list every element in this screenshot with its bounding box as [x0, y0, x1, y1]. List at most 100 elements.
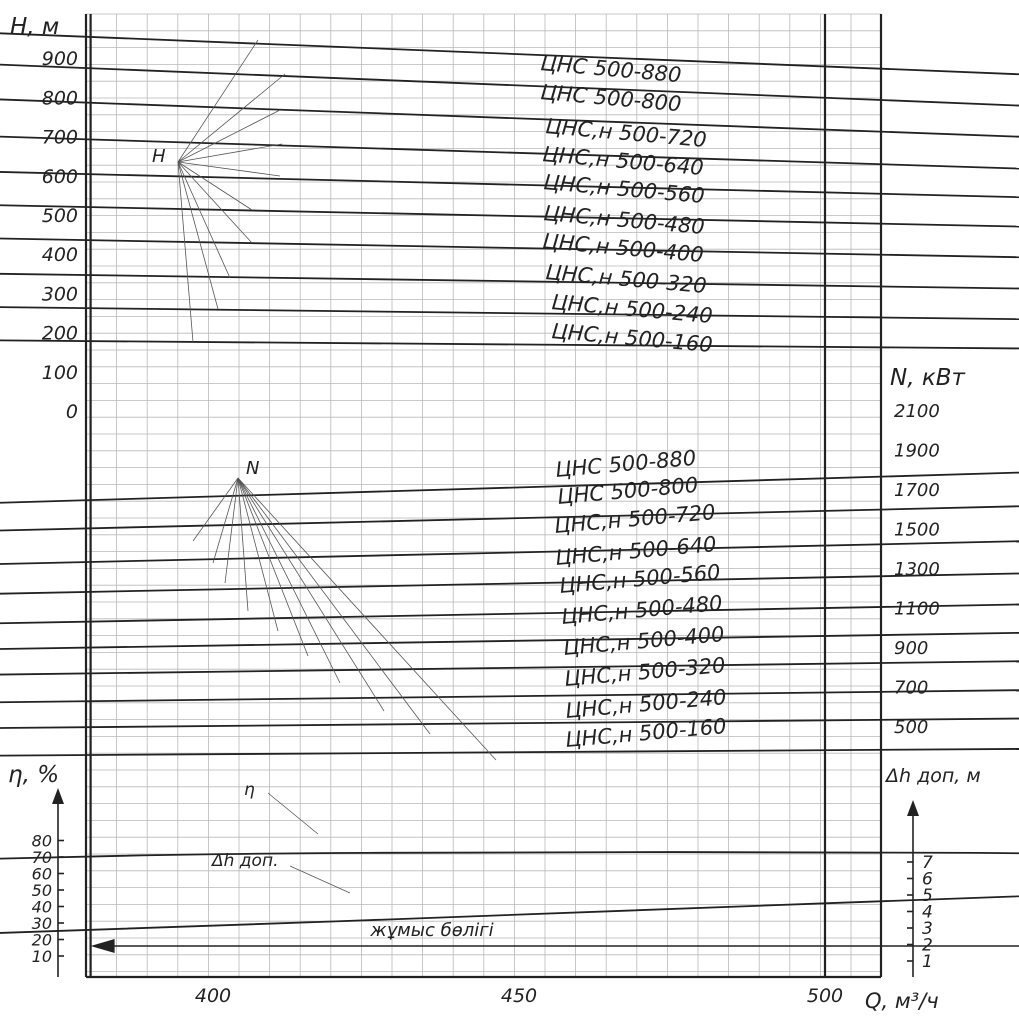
power-tick-label: 1900	[894, 441, 940, 462]
power-curve-tsns-n-500-160	[0, 748, 1019, 757]
head-leader-line	[177, 109, 281, 163]
efficiency-tick-label: 50	[32, 881, 52, 900]
head-curve-tsns-n-500-560	[0, 171, 1019, 199]
efficiency-tick-label: 80	[32, 832, 52, 851]
head-tick-label: 300	[42, 283, 78, 305]
efficiency-axis-arrow	[52, 788, 64, 804]
head-tick-label: 400	[42, 244, 78, 266]
power-series-label: ЦНС,н 500-320	[563, 653, 726, 691]
npsh-leader-line	[289, 865, 351, 894]
head-leader-line	[177, 143, 283, 163]
power-tick-label: 1500	[894, 520, 940, 541]
power-curve-tsns-n-500-400	[0, 660, 1019, 676]
x-axis-label: Q, м³/ч	[865, 989, 939, 1013]
npsh-axis-arrow	[907, 800, 919, 816]
axes: 400450500550600Q, м³/ч010020030040050060…	[8, 14, 981, 1013]
head-axis-label: H, м	[10, 14, 59, 40]
efficiency-tick-label: 70	[32, 848, 52, 867]
power-curve-tsns-500-800	[0, 505, 1019, 532]
head-leader-line	[177, 161, 253, 244]
power-tick-label: 900	[894, 638, 928, 659]
head-tick-label: 700	[42, 127, 78, 149]
power-leader-line	[237, 477, 249, 612]
power-curve-tsns-n-500-480	[0, 631, 1019, 650]
npsh-tick-label: 5	[922, 886, 933, 906]
power-axis-label: N, кВт	[890, 365, 965, 391]
efficiency-leader-line	[267, 792, 319, 835]
npsh-tick-label: 1	[922, 952, 933, 972]
head-group-label: H	[152, 146, 166, 167]
npsh-axis-label: Δh доп, м	[884, 765, 981, 787]
head-curve-tsns-n-500-320	[0, 272, 1019, 290]
power-leader-line	[237, 477, 341, 684]
npsh-curve	[0, 895, 1019, 934]
x-tick-label: 400	[195, 985, 231, 1007]
head-leader-line	[177, 161, 253, 211]
efficiency-group-label: η	[244, 780, 255, 800]
head-leader-line	[177, 39, 259, 163]
efficiency-axis-label: η, %	[8, 762, 59, 788]
head-curve-tsns-n-500-720	[0, 98, 1019, 138]
power-curve-tsns-n-500-240	[0, 717, 1019, 729]
power-leader-line	[237, 477, 309, 657]
x-tick-label: 450	[501, 985, 537, 1007]
head-curve-tsns-n-500-240	[0, 306, 1019, 321]
efficiency-tick-label: 60	[32, 865, 52, 884]
head-leader-line	[177, 161, 219, 310]
power-tick-label: 1100	[894, 599, 940, 620]
npsh-group-label: Δh доп.	[210, 851, 278, 871]
head-curve-tsns-n-500-640	[0, 135, 1019, 170]
leader-lines	[177, 39, 497, 894]
working-range-label: жұмыс бөлігі	[369, 920, 493, 941]
npsh-tick-label: 3	[922, 919, 933, 939]
head-leader-line	[177, 161, 281, 177]
x-tick-label: 500	[807, 985, 843, 1007]
power-leader-line	[212, 477, 239, 564]
power-curve-tsns-n-500-560	[0, 603, 1019, 625]
power-group-label: N	[246, 458, 259, 479]
power-leader-line	[237, 477, 497, 761]
working-range-arrow-left-head	[90, 939, 115, 953]
head-tick-label: 100	[42, 362, 78, 384]
head-curve-tsns-n-500-400	[0, 237, 1019, 259]
head-tick-label: 0	[66, 401, 78, 423]
grid	[85, 13, 881, 977]
head-leader-line	[177, 161, 194, 343]
head-curve-tsns-n-500-160	[0, 339, 1019, 350]
npsh-tick-label: 6	[922, 870, 933, 890]
head-leader-line	[177, 161, 231, 279]
power-tick-label: 500	[894, 717, 928, 738]
efficiency-tick-label: 30	[32, 914, 52, 933]
head-tick-label: 200	[42, 323, 78, 345]
power-curve-tsns-500-880	[0, 471, 1019, 504]
head-tick-label: 900	[42, 48, 78, 70]
curves	[0, 32, 1019, 934]
power-leader-line	[192, 477, 239, 542]
power-tick-label: 700	[894, 678, 928, 699]
head-tick-label: 600	[42, 166, 78, 188]
efficiency-tick-label: 20	[32, 931, 52, 950]
head-leader-line	[177, 73, 286, 163]
head-curve-tsns-n-500-480	[0, 204, 1019, 228]
power-curve-tsns-n-500-640	[0, 572, 1019, 595]
npsh-tick-label: 7	[922, 853, 933, 873]
power-leader-line	[224, 477, 239, 584]
head-tick-label: 500	[42, 205, 78, 227]
efficiency-curve	[0, 851, 1019, 860]
power-tick-label: 1700	[894, 480, 940, 501]
head-tick-label: 800	[42, 87, 78, 109]
power-leader-line	[237, 477, 279, 632]
power-tick-label: 2100	[894, 401, 940, 422]
power-curve-tsns-n-500-320	[0, 689, 1019, 704]
efficiency-tick-label: 40	[32, 898, 52, 917]
npsh-tick-label: 4	[922, 903, 933, 923]
power-tick-label: 1300	[894, 559, 940, 580]
efficiency-tick-label: 10	[32, 947, 52, 966]
power-leader-line	[237, 477, 385, 712]
power-leader-line	[237, 477, 431, 735]
power-curve-tsns-n-500-720	[0, 540, 1019, 565]
head-curve-tsns-500-880	[0, 32, 1019, 76]
head-curve-tsns-500-800	[0, 63, 1019, 107]
